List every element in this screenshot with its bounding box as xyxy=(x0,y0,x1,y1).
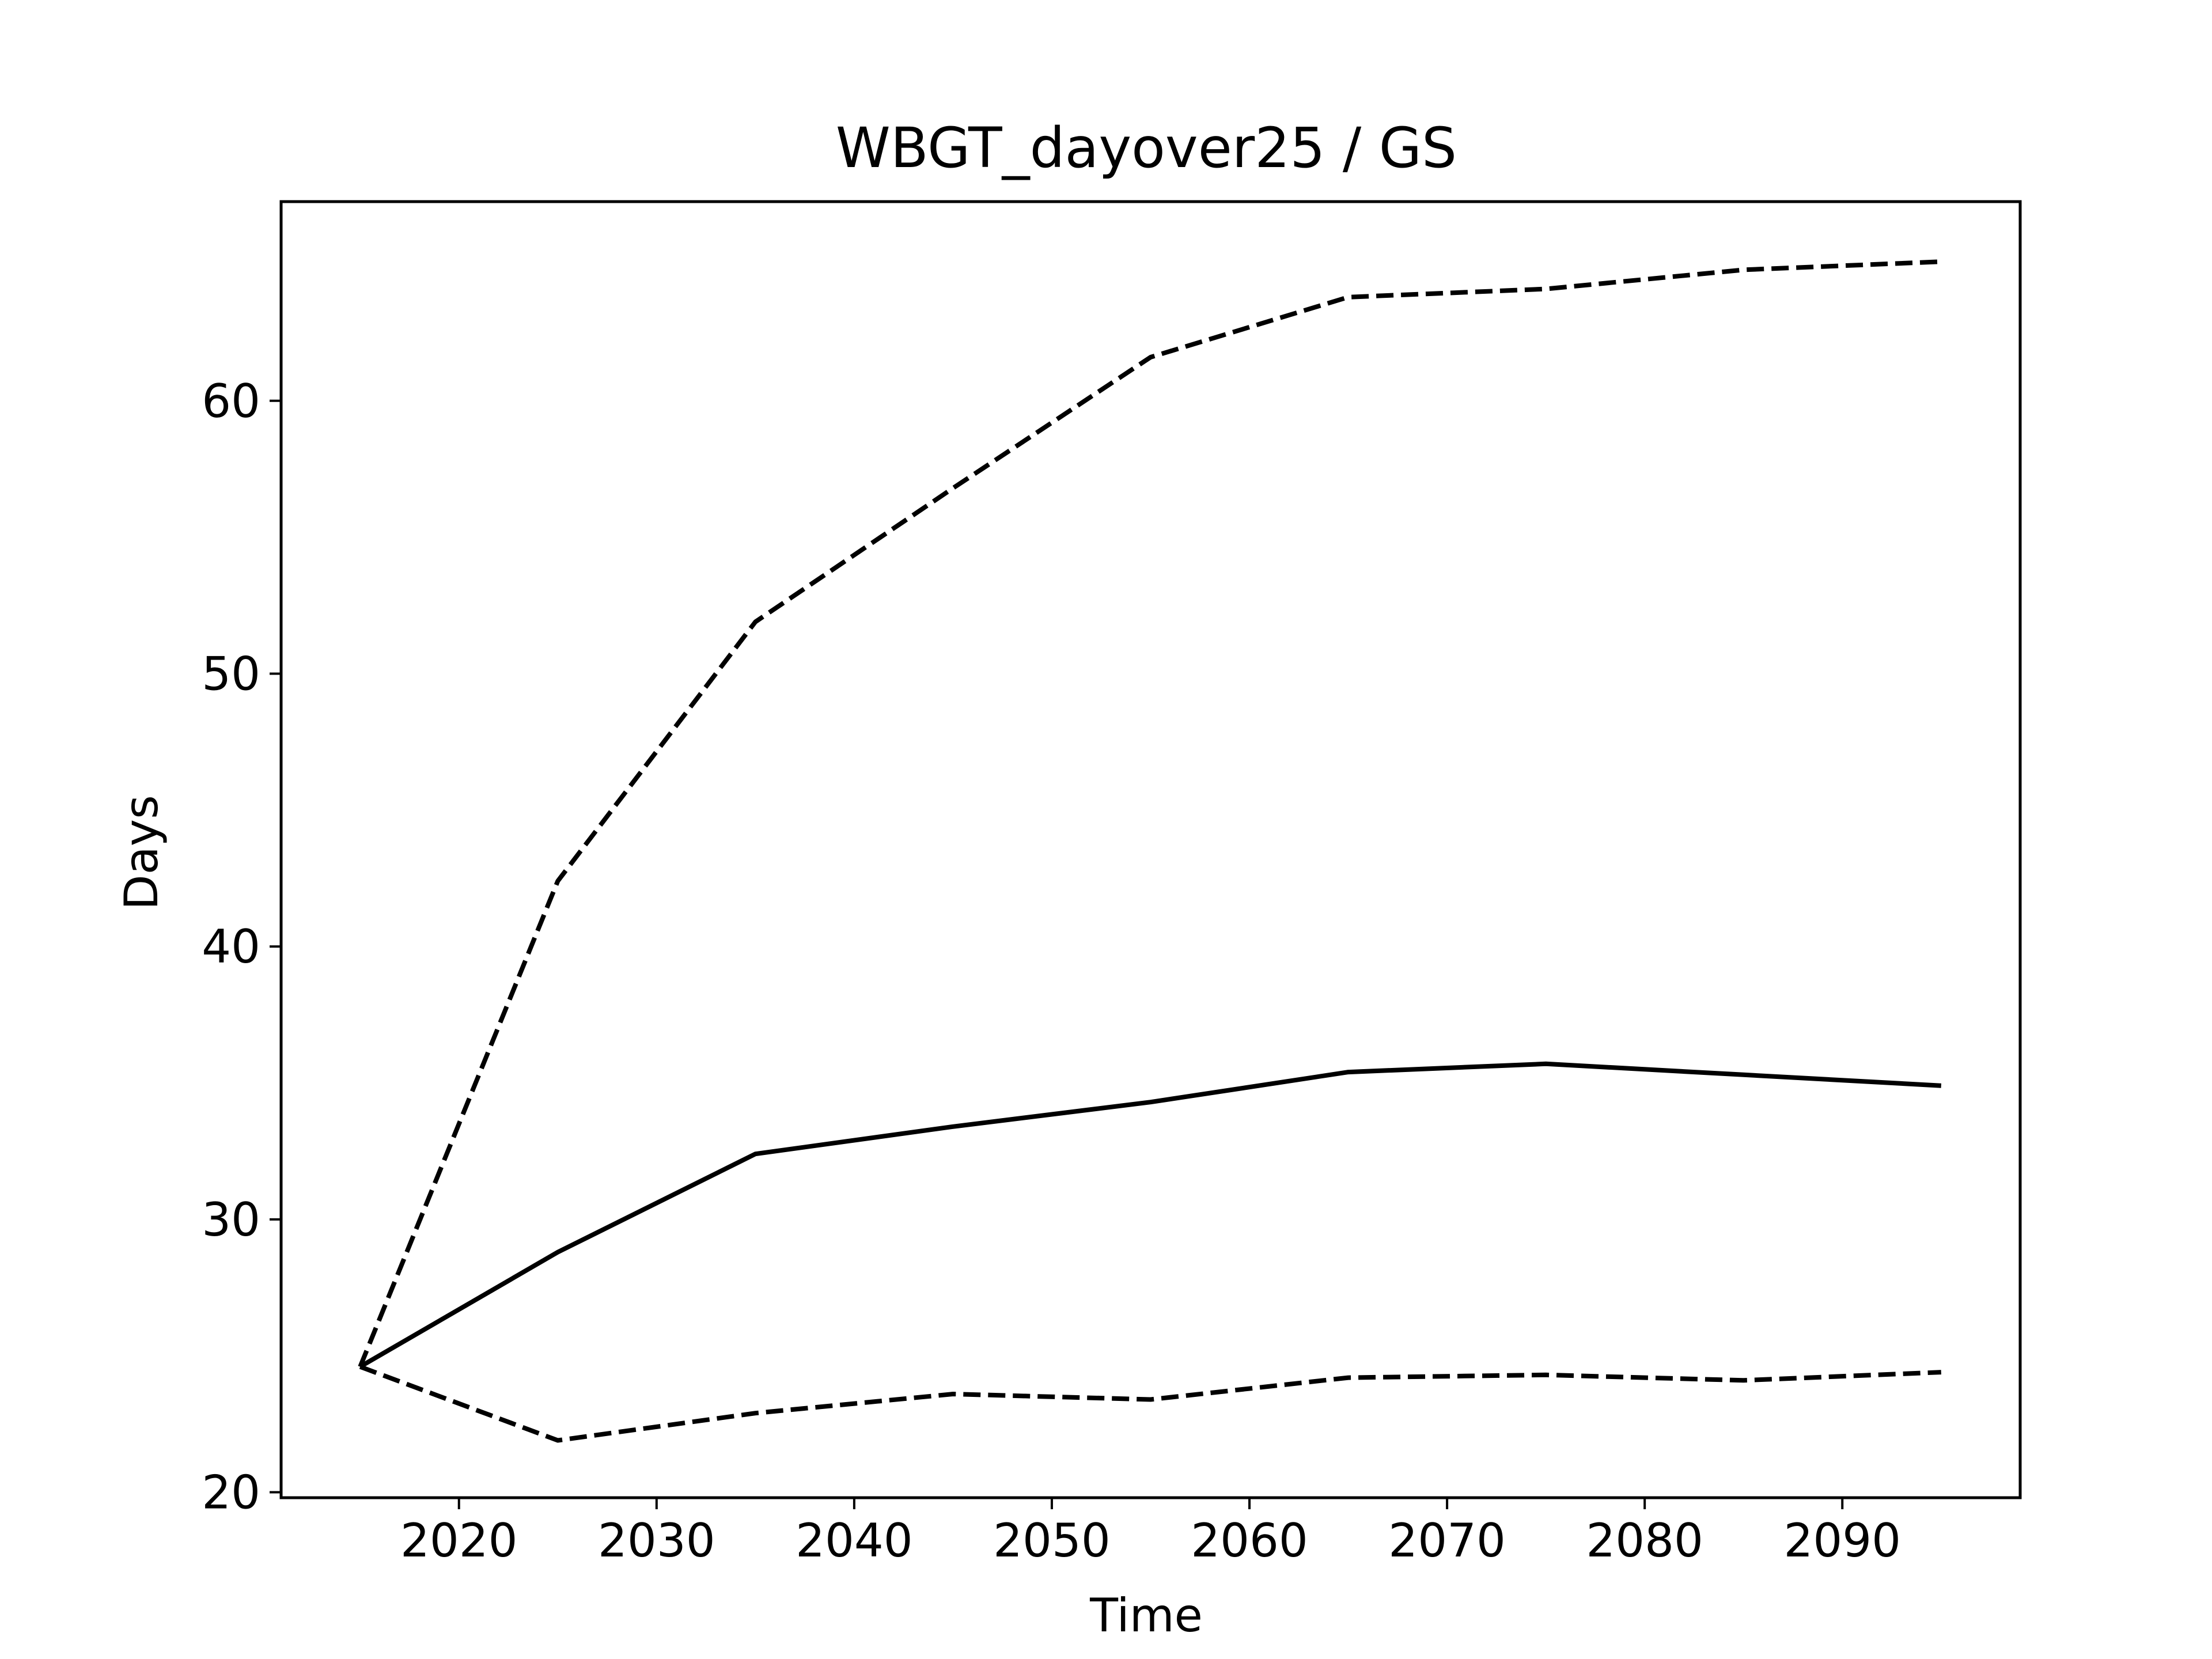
x-tick-label: 2090 xyxy=(1783,1514,1901,1567)
x-tick-label: 2070 xyxy=(1388,1514,1506,1567)
x-tick-label: 2080 xyxy=(1586,1514,1703,1567)
x-tick-label: 2050 xyxy=(993,1514,1111,1567)
x-tick-label: 2040 xyxy=(796,1514,913,1567)
x-tick-label: 2030 xyxy=(598,1514,715,1567)
dashed-series-line-1 xyxy=(358,259,1941,1368)
dashed-series-line-3 xyxy=(359,1364,1941,1443)
y-tick-label: 20 xyxy=(202,1466,260,1520)
x-axis-title: Time xyxy=(1089,1589,1203,1642)
y-tick-label: 50 xyxy=(202,647,260,700)
chart-title: WBGT_dayover25 / GS xyxy=(836,116,1457,180)
series-layer xyxy=(358,259,1942,1443)
x-tick-label: 2060 xyxy=(1191,1514,1308,1567)
y-tick-label: 60 xyxy=(202,374,260,428)
plot-area-frame xyxy=(279,200,2022,1499)
y-tick-label: 30 xyxy=(202,1193,260,1247)
ticks-layer: 2020 2030 2040 2050 2060 2070 2080 209020304050… xyxy=(202,374,1901,1567)
y-axis-title: Days xyxy=(115,795,168,910)
solid-series-line-2 xyxy=(359,1061,1942,1369)
y-tick-label: 40 xyxy=(202,920,260,974)
x-tick-label: 2020 xyxy=(400,1514,518,1567)
